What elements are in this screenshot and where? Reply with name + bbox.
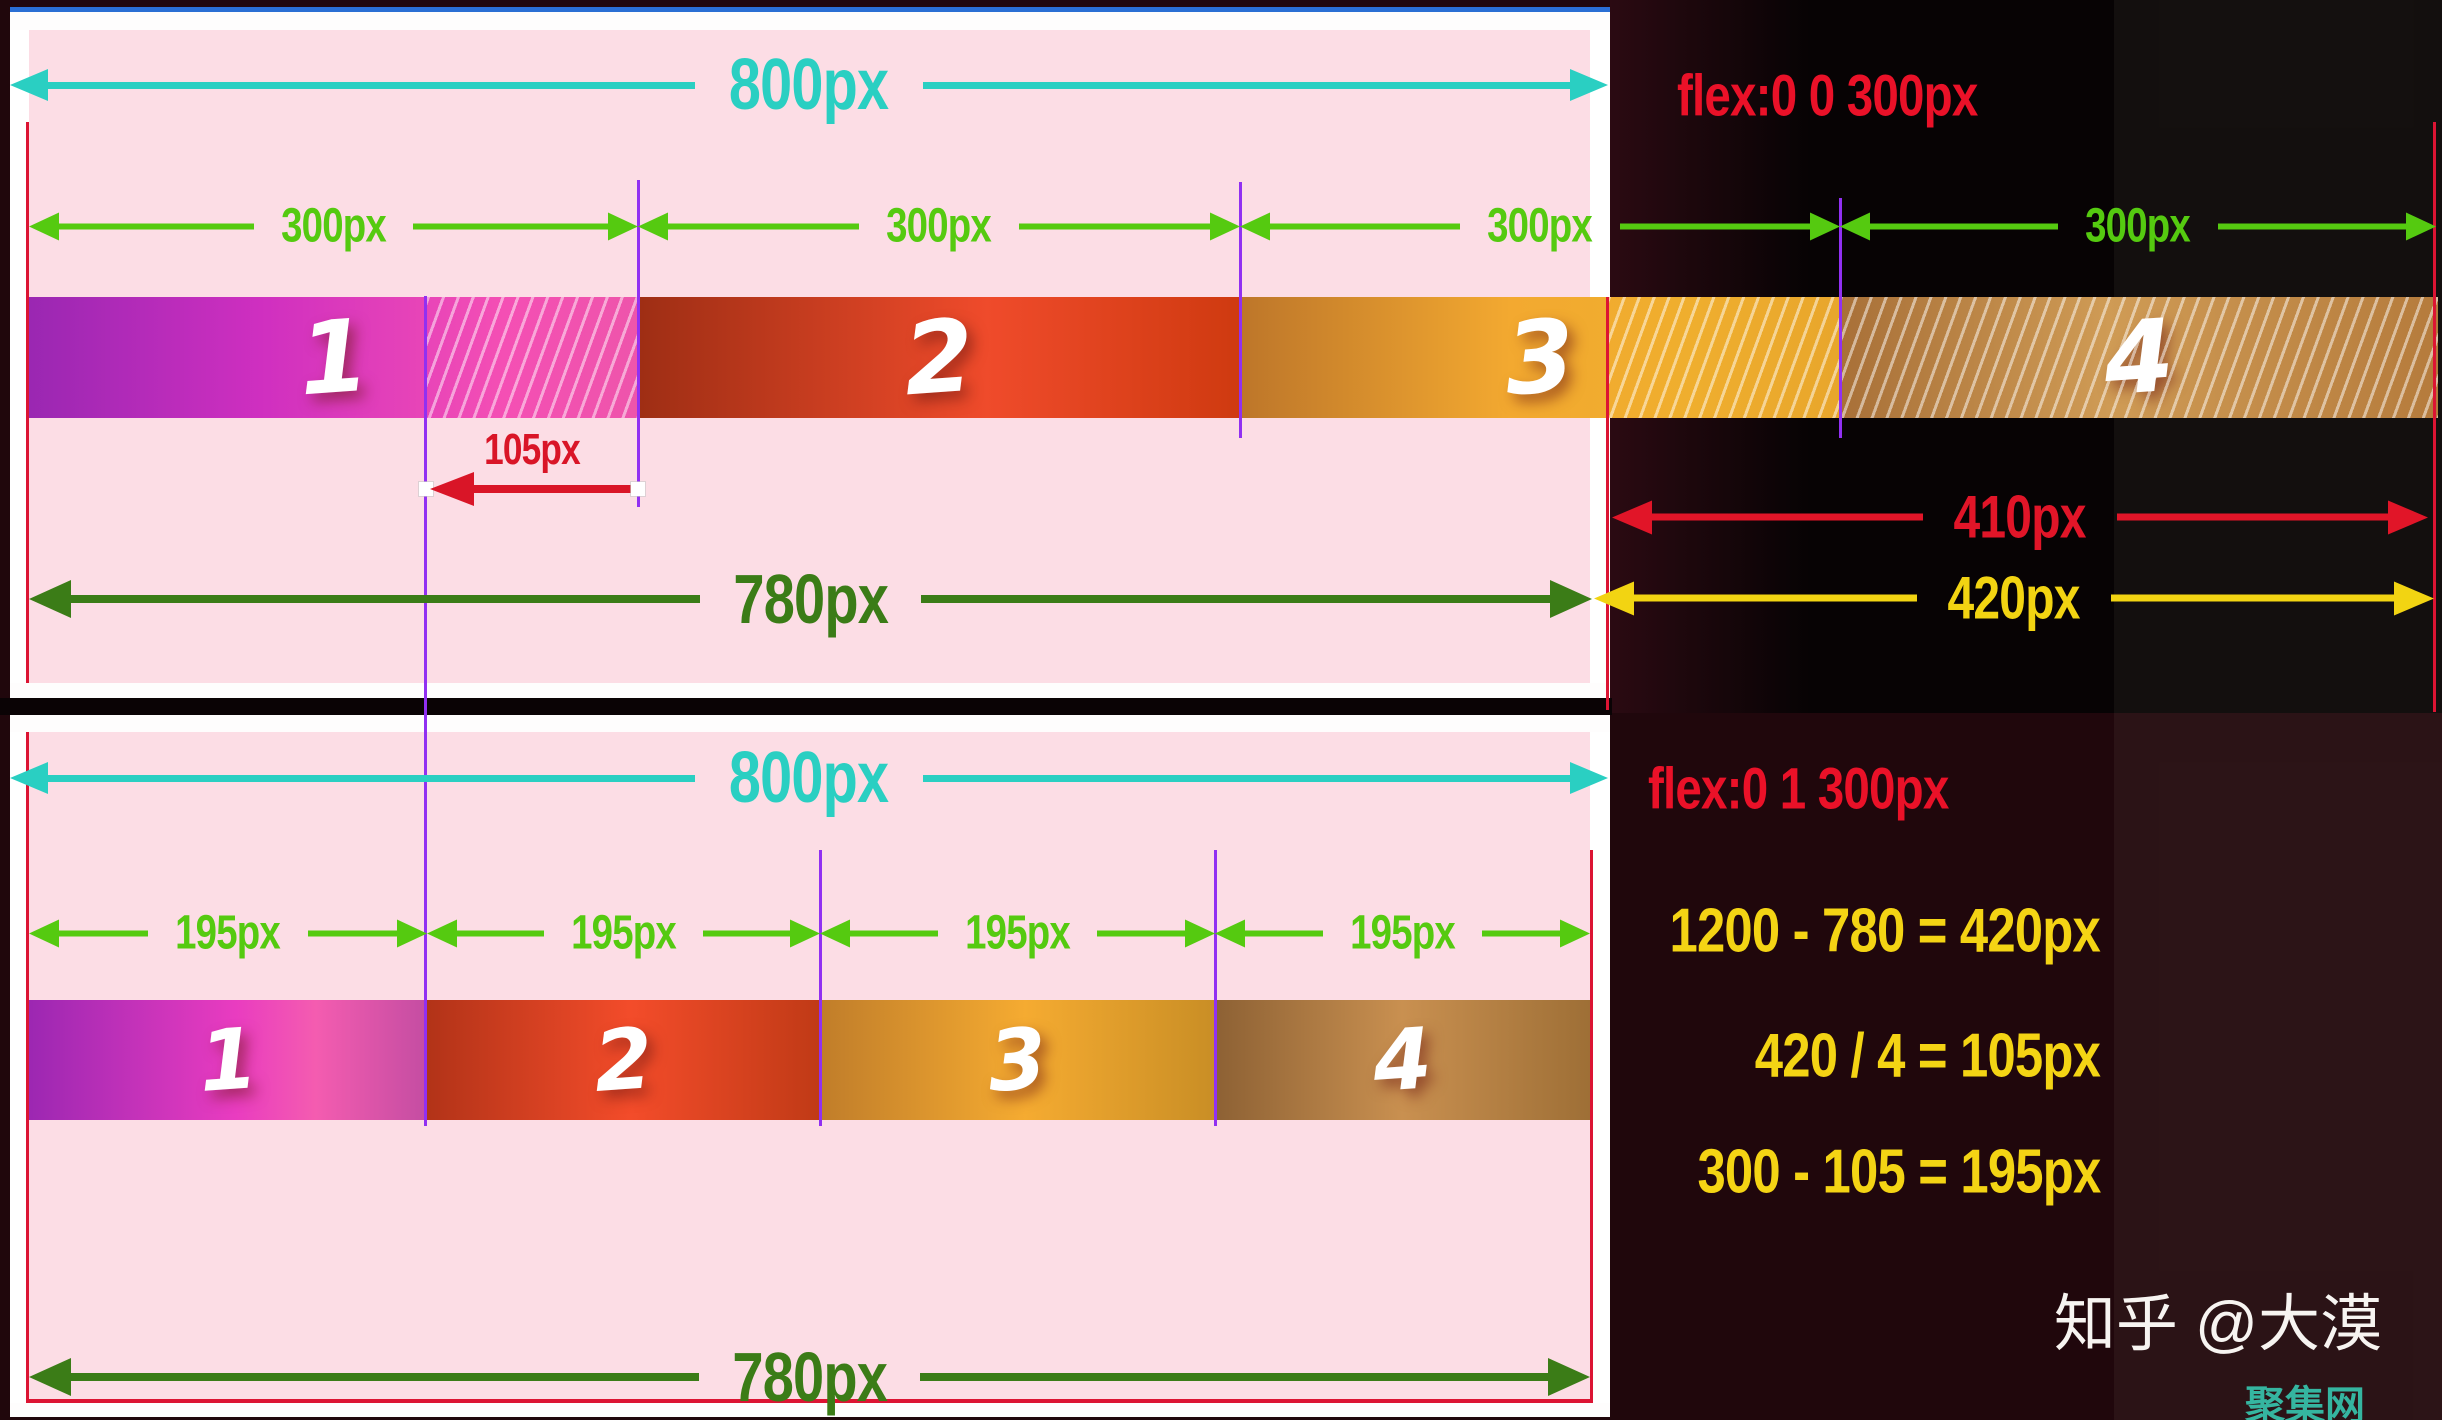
item-width-label: 300px [886, 199, 993, 253]
panel1-item3-width-arrow: 300px [1240, 199, 1841, 254]
item3-overflow-hatch [1608, 297, 1840, 418]
panel1-border-right [1606, 297, 1609, 710]
item-width-label: 195px [965, 906, 1071, 960]
panel2-border-right [1590, 850, 1593, 1403]
flex-item-2-top: 2 [638, 297, 1240, 418]
item1-shrinkable-hatch [427, 297, 638, 418]
panel2-bottom-white-strip [10, 1403, 1610, 1417]
shrink-amount-label: 105px [484, 425, 581, 474]
panel2-container-width-arrow: 800px [10, 737, 1608, 819]
flex-item-3-bottom: 3 [820, 1000, 1215, 1120]
item-number: 2 [590, 1009, 657, 1111]
item4-overflow-hatch [1840, 297, 2438, 418]
item-width-label: 195px [571, 906, 677, 960]
arrowhead-left-icon [10, 69, 48, 101]
panel2-border-left [26, 732, 29, 1403]
panel2-top-white-strip [10, 715, 1610, 732]
item-width-label: 300px [281, 199, 387, 253]
panel1-item2-width-arrow: 300px [638, 199, 1241, 254]
guide-line-195px-boundary [424, 296, 427, 1126]
container-width-label: 800px [729, 45, 889, 125]
guide-line-item2-end-bottom [819, 850, 822, 1126]
site-watermark: 聚集网 [2245, 1384, 2365, 1420]
overflow-total-arrow: 420px [1594, 564, 2435, 633]
author-credit: 知乎 @大漠 [2053, 1290, 2382, 1359]
arrowhead-left-icon [430, 472, 474, 506]
calculation-line-1: 1200 - 780 = 420px [1669, 896, 2101, 966]
handle-square-icon [419, 482, 433, 496]
panel2-item1-width-arrow: 195px [29, 906, 428, 961]
container-width-label: 800px [729, 738, 889, 818]
flex-item-2-bottom: 2 [427, 1000, 820, 1120]
panel1-top-white-strip [10, 12, 1610, 30]
item-width-label: 300px [2085, 199, 2192, 253]
panel1-content-width-arrow: 780px [29, 559, 1593, 639]
item-number: 3 [1501, 296, 1579, 419]
guide-line-item2-end-top [1239, 182, 1242, 438]
arrowhead-right-icon [1570, 69, 1608, 101]
overflow-from-border-arrow: 410px [1612, 483, 2429, 552]
handle-square-icon [631, 482, 645, 496]
item-number: 3 [984, 1009, 1051, 1111]
flex-item-1-bottom: 1 [29, 1000, 427, 1120]
overflow-from-border-label: 410px [1953, 483, 2087, 551]
item-width-label: 300px [1487, 199, 1594, 253]
panel1-container-width-arrow: 800px [10, 44, 1608, 126]
panel1-flex-rule-label: flex:0 0 300px [1677, 63, 1978, 129]
panel1-border-left [26, 122, 29, 683]
panel-separator [0, 698, 1612, 715]
top-blue-divider [10, 7, 1610, 12]
guide-line-item3-end-top [1839, 198, 1842, 438]
content-width-label: 780px [732, 1338, 888, 1416]
panel1-item1-width-arrow: 300px [29, 199, 639, 254]
item-number: 1 [294, 296, 373, 419]
panel2-flex-rule-label: flex:0 1 300px [1648, 756, 1949, 822]
panel2-border-bottom [26, 1399, 1593, 1403]
item-number: 1 [195, 1009, 261, 1111]
panel1-bottom-white-strip [10, 683, 1610, 698]
guide-line-item1-end-top [637, 180, 640, 507]
item-number: 4 [1369, 1009, 1436, 1111]
item-number: 2 [900, 296, 978, 419]
flex-item-4-bottom: 4 [1215, 1000, 1590, 1120]
panel2-item3-width-arrow: 195px [820, 906, 1216, 961]
items-total-width-line [2433, 122, 2436, 712]
panel2-content-width-arrow: 780px [29, 1337, 1591, 1417]
panel2-item4-width-arrow: 195px [1215, 906, 1591, 961]
overflow-total-label: 420px [1947, 564, 2081, 632]
calculation-line-2: 420 / 4 = 105px [1754, 1021, 2101, 1091]
calculation-line-3: 300 - 105 = 195px [1697, 1137, 2101, 1207]
shrink-amount-arrow: 105px [419, 428, 645, 506]
guide-line-item3-end-bottom [1214, 850, 1217, 1126]
panel2-item2-width-arrow: 195px [427, 906, 821, 961]
item-width-label: 195px [175, 906, 282, 960]
item-width-label: 195px [1350, 906, 1456, 960]
panel1-item4-width-arrow: 300px [1840, 199, 2437, 254]
right-light-column [2114, 0, 2442, 1420]
content-width-label: 780px [733, 560, 889, 638]
